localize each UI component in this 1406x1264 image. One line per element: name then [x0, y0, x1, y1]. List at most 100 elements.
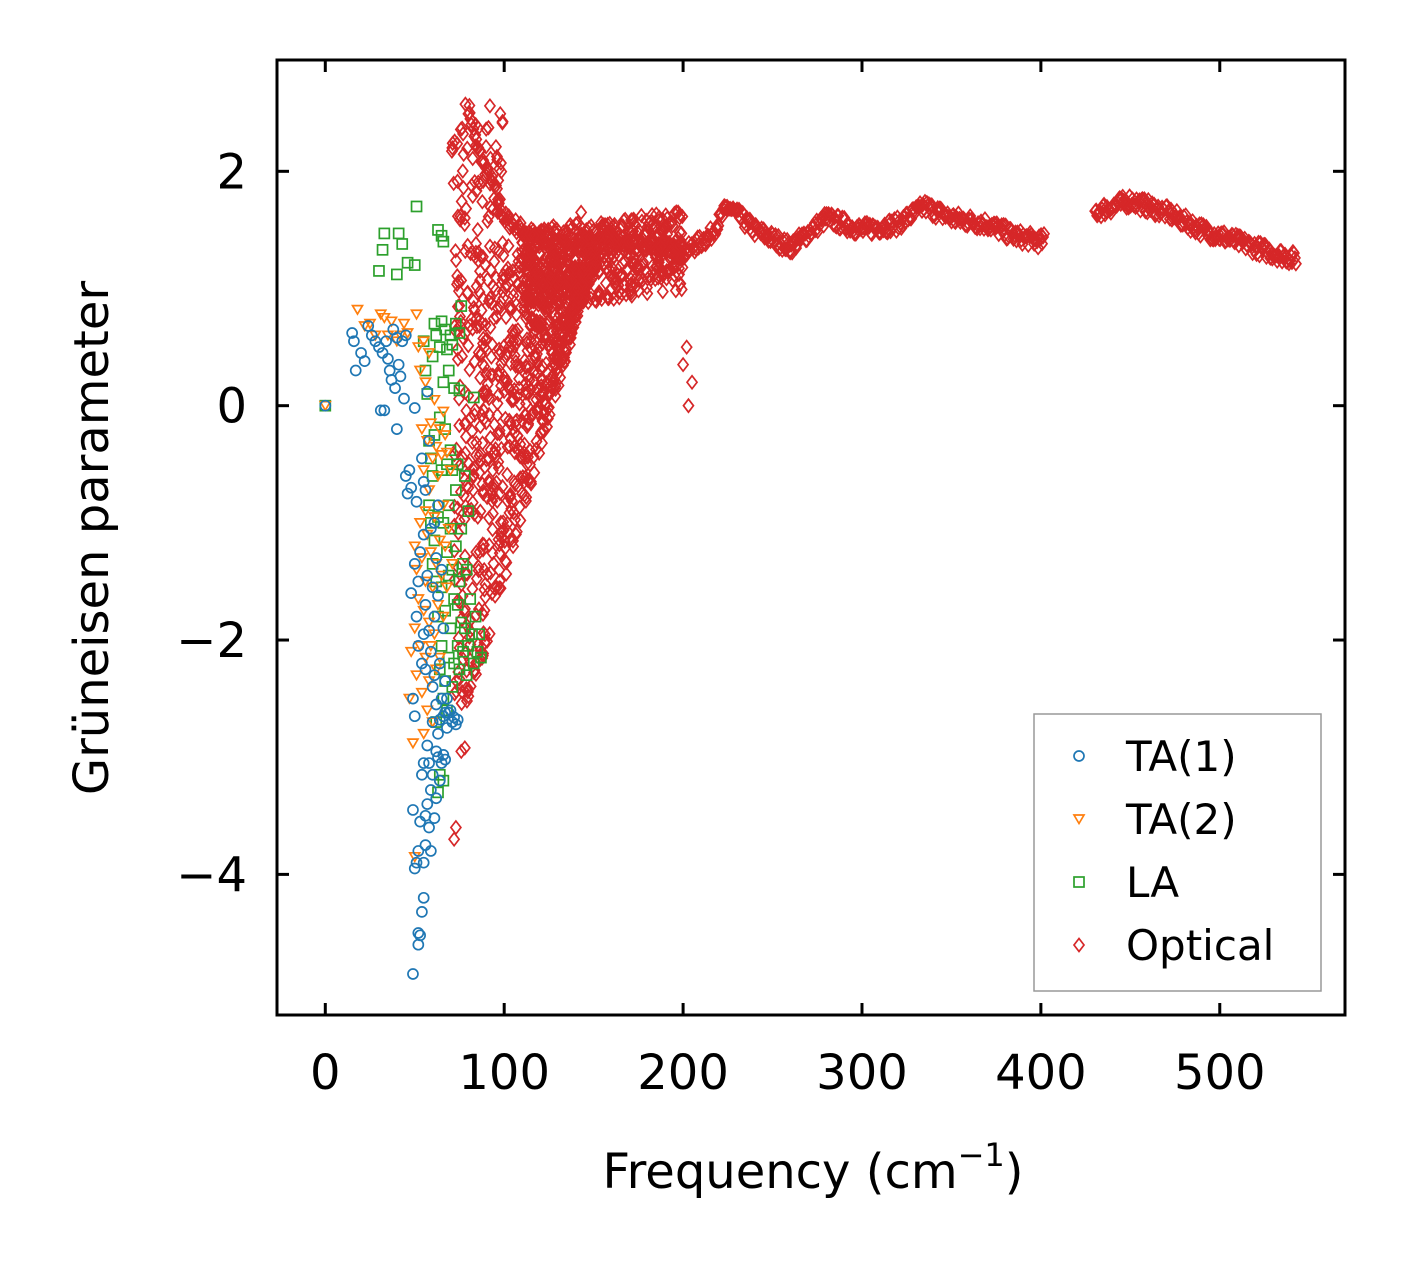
ta-1-point	[365, 329, 378, 342]
optical-point	[458, 216, 471, 233]
optical-point	[494, 299, 507, 315]
optical-point	[481, 566, 494, 583]
ta-1-point	[417, 757, 430, 769]
ta-2-point	[429, 559, 443, 571]
la-point	[467, 657, 480, 670]
optical-point	[503, 300, 517, 317]
la-point	[458, 622, 471, 635]
optical-point	[491, 204, 504, 221]
optical-point	[466, 423, 479, 440]
optical-point	[499, 269, 512, 286]
ta-2-point	[422, 348, 436, 360]
ta-1-point	[428, 669, 441, 682]
optical-point	[649, 218, 662, 235]
ta-1-point	[451, 713, 464, 726]
optical-point	[484, 441, 497, 458]
la-point	[462, 505, 475, 517]
ta-2-point	[426, 453, 440, 465]
optical-point	[538, 422, 551, 439]
optical-point	[685, 374, 699, 391]
optical-point	[570, 223, 583, 240]
optical-point	[477, 402, 490, 419]
la-point	[410, 200, 423, 213]
optical-point	[470, 278, 483, 295]
optical-point	[478, 602, 491, 619]
optical-point	[468, 353, 481, 370]
optical-point	[599, 217, 612, 233]
optical-point	[486, 521, 499, 538]
ta-2-point	[415, 424, 429, 436]
la-point	[435, 640, 448, 652]
la-point	[437, 517, 450, 529]
optical-point	[497, 247, 510, 264]
optical-point	[505, 392, 518, 409]
ta-2-point	[426, 582, 440, 594]
ta-1-point	[419, 484, 432, 496]
la-point	[435, 315, 448, 328]
optical-point	[536, 277, 549, 293]
ta-1-point	[407, 804, 419, 816]
ta-1-point	[391, 423, 403, 435]
la-point	[424, 517, 437, 529]
optical-point	[521, 418, 534, 435]
optical-point	[474, 453, 487, 469]
optical-point	[472, 601, 485, 617]
optical-point	[554, 302, 567, 319]
optical-point	[1288, 250, 1301, 266]
optical-point	[542, 337, 555, 354]
optical-point	[830, 218, 843, 235]
ta-1-point	[410, 856, 423, 869]
ta-1-point	[432, 727, 444, 740]
la-point	[433, 768, 446, 781]
optical-point	[456, 329, 470, 346]
optical-point	[448, 831, 461, 848]
optical-point	[1289, 255, 1302, 272]
la-point	[437, 376, 450, 389]
optical-point	[572, 280, 585, 297]
optical-point	[518, 298, 531, 315]
optical-point	[537, 222, 550, 239]
optical-point	[510, 306, 523, 323]
y-tick-label: 0	[216, 379, 247, 435]
optical-point	[625, 288, 638, 304]
ta-2-point	[417, 728, 431, 740]
optical-point	[560, 223, 573, 239]
optical-point	[1032, 239, 1045, 256]
optical-point	[674, 275, 687, 292]
legend-label-optical: Optical	[1126, 921, 1274, 970]
ta-1-point	[408, 862, 421, 875]
ta-1-point	[417, 475, 430, 488]
optical-point	[461, 237, 474, 254]
ta-1-point	[414, 546, 426, 558]
la-point	[450, 540, 462, 553]
optical-point	[472, 344, 485, 361]
optical-point	[483, 238, 497, 255]
optical-point	[608, 216, 621, 233]
la-point	[433, 341, 446, 353]
ta-1-point	[392, 358, 405, 371]
optical-point	[538, 328, 552, 344]
ta-1-point	[419, 663, 432, 676]
ta-1-point	[430, 552, 443, 564]
optical-point	[562, 264, 575, 281]
ta-1-point	[423, 821, 435, 834]
la-point	[451, 599, 464, 611]
optical-point	[625, 234, 639, 251]
optical-point	[482, 387, 495, 404]
ta-1-point	[416, 657, 428, 670]
optical-point	[459, 415, 472, 432]
optical-point	[519, 279, 532, 296]
optical-point	[562, 247, 575, 264]
optical-point	[495, 440, 508, 457]
ta-2-point	[429, 441, 443, 453]
optical-point	[495, 355, 508, 372]
optical-point	[530, 401, 543, 417]
optical-point	[452, 390, 466, 407]
optical-point	[466, 150, 479, 167]
ta-2-point	[424, 547, 438, 559]
optical-point	[448, 498, 461, 515]
optical-point	[519, 385, 533, 401]
optical-point	[557, 224, 570, 240]
ta-2-point	[404, 646, 418, 658]
